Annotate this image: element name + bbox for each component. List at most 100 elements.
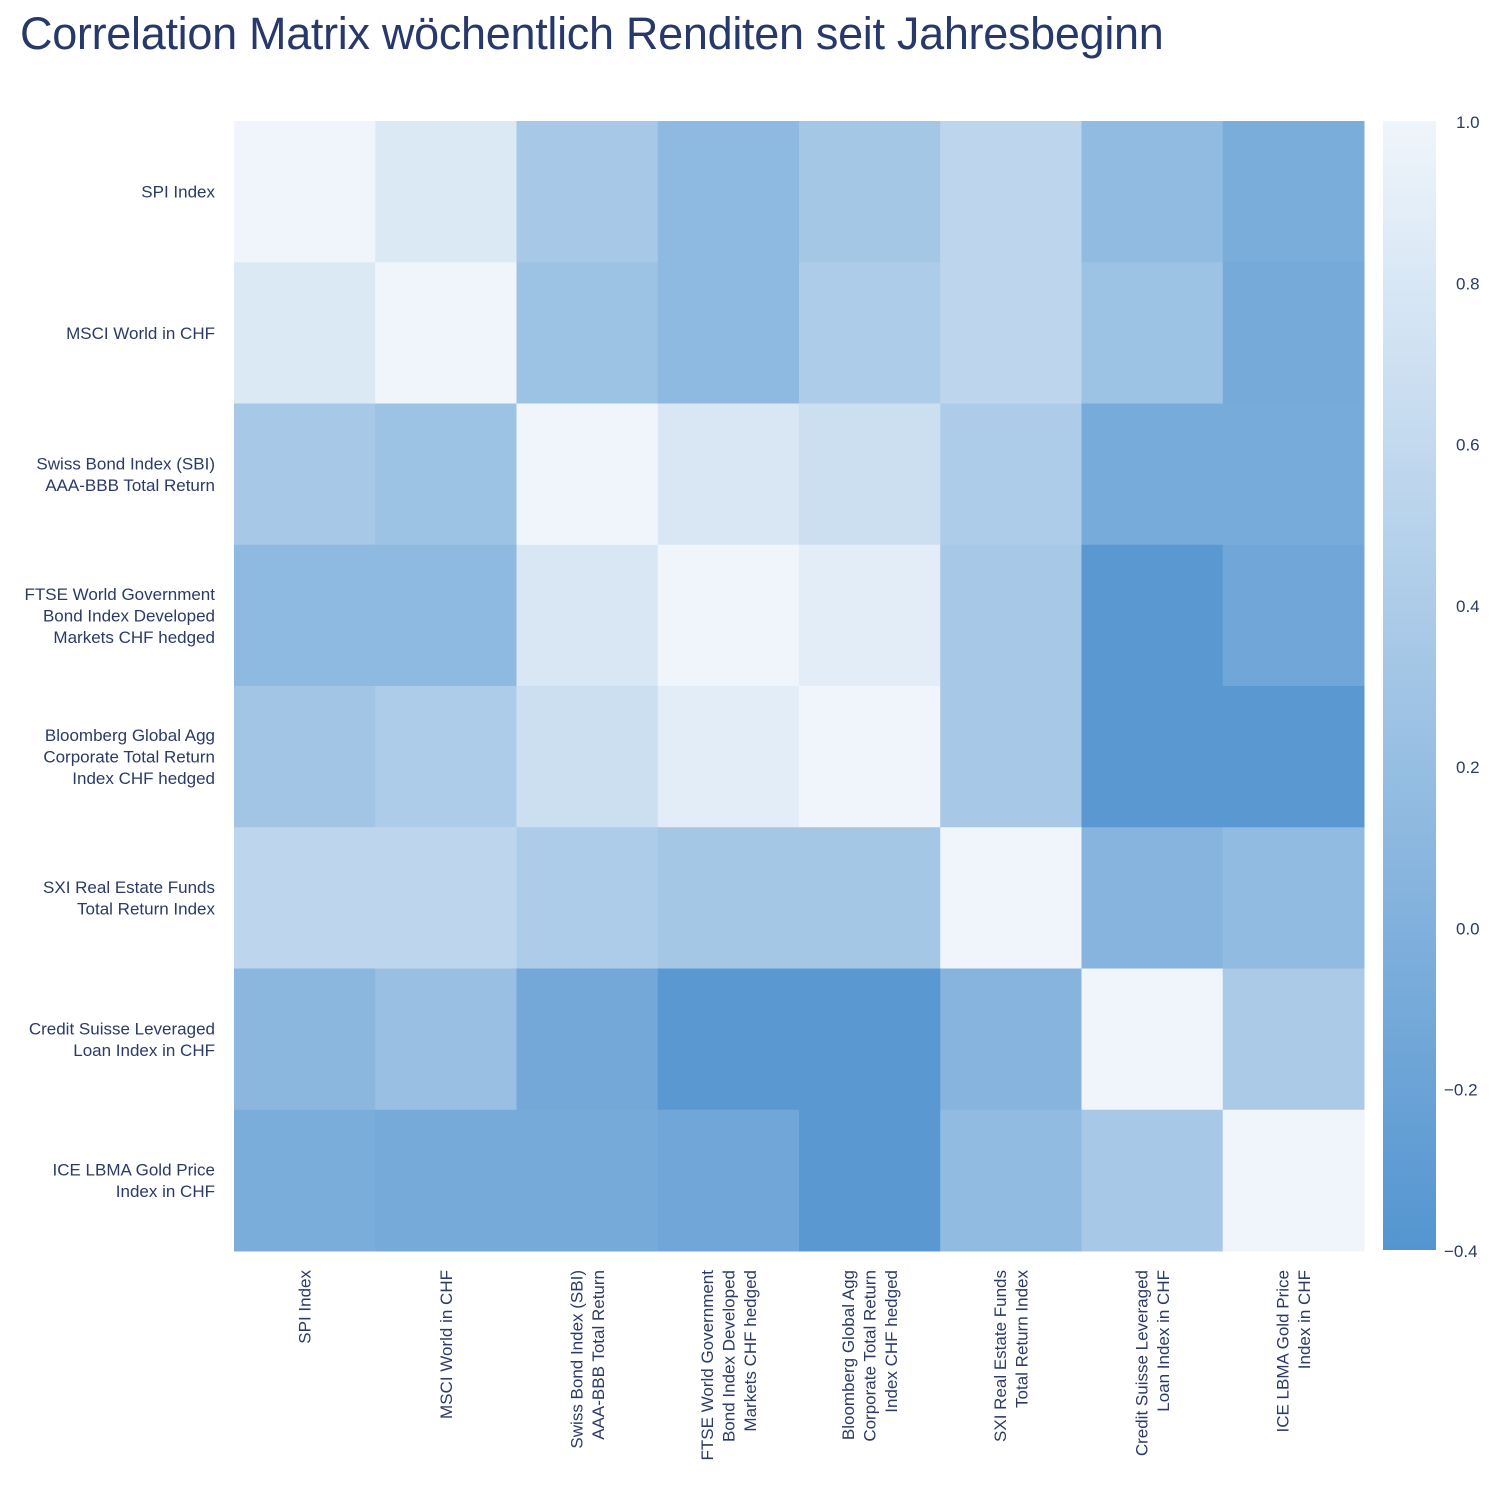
heatmap-cell xyxy=(657,403,800,546)
y-tick-label: Index in CHF xyxy=(116,1182,215,1201)
heatmap-cell xyxy=(657,827,800,969)
heatmap-cell xyxy=(375,686,517,828)
y-tick-label: Swiss Bond Index (SBI) xyxy=(36,454,215,473)
x-tick-label: ICE LBMA Gold Price xyxy=(1274,1270,1293,1433)
heatmap-cell xyxy=(799,121,941,263)
heatmap-cell xyxy=(657,262,800,404)
colorbar-tick-label: 1.0 xyxy=(1456,113,1480,132)
heatmap-cell xyxy=(234,262,376,404)
colorbar-tick-label: 0.6 xyxy=(1456,436,1480,455)
heatmap-cell xyxy=(234,1109,376,1252)
heatmap-cell xyxy=(1081,968,1224,1111)
heatmap-cell xyxy=(234,544,376,687)
heatmap-cell xyxy=(1081,403,1224,546)
heatmap-cell xyxy=(375,544,517,687)
y-tick-label: FTSE World Government xyxy=(24,585,215,604)
x-tick-label: Swiss Bond Index (SBI) xyxy=(567,1270,586,1449)
x-tick-label: Total Return Index xyxy=(1013,1270,1032,1408)
x-tick-label: FTSE World Government xyxy=(698,1270,717,1461)
x-tick-label: Bond Index Developed xyxy=(719,1270,738,1442)
y-tick-label: MSCI World in CHF xyxy=(66,324,215,343)
heatmap-cell xyxy=(516,686,659,828)
heatmap-cell xyxy=(1222,827,1365,969)
y-tick-label: Index CHF hedged xyxy=(72,769,215,788)
y-tick-label: AAA-BBB Total Return xyxy=(45,476,215,495)
x-tick-label: Index CHF hedged xyxy=(882,1270,901,1413)
heatmap-cell xyxy=(940,403,1082,546)
y-tick-label: SXI Real Estate Funds xyxy=(43,878,215,897)
y-tick-label: Bloomberg Global Agg xyxy=(45,726,215,745)
heatmap-cell xyxy=(375,121,517,263)
heatmap-cell xyxy=(516,544,659,687)
heatmap-cell xyxy=(375,968,517,1111)
heatmap-cell xyxy=(940,686,1082,828)
x-tick-label: Corporate Total Return xyxy=(861,1270,880,1442)
heatmap-cell xyxy=(799,968,941,1111)
heatmap-cell xyxy=(1222,544,1365,687)
x-tick-label: SPI Index xyxy=(296,1270,315,1344)
y-tick-label: Markets CHF hedged xyxy=(53,628,215,647)
heatmap-cell xyxy=(799,262,941,404)
x-tick-label: Loan Index in CHF xyxy=(1154,1270,1173,1412)
colorbar-tick-label: −0.4 xyxy=(1444,1242,1478,1261)
heatmap-cell xyxy=(1222,262,1365,404)
heatmap-cell xyxy=(657,121,800,263)
heatmap-cell xyxy=(1081,544,1224,687)
x-tick-label: Credit Suisse Leveraged xyxy=(1132,1270,1151,1456)
y-tick-label: Bond Index Developed xyxy=(43,606,215,625)
x-tick-label: SXI Real Estate Funds xyxy=(991,1270,1010,1442)
heatmap-cell xyxy=(657,968,800,1111)
heatmap-cell xyxy=(1222,968,1365,1111)
y-tick-label: Corporate Total Return xyxy=(43,748,215,767)
heatmap-cell xyxy=(516,403,659,546)
heatmap-cell xyxy=(799,1109,941,1252)
heatmap-cell xyxy=(799,827,941,969)
x-tick-label: Bloomberg Global Agg xyxy=(839,1270,858,1440)
heatmap-cell xyxy=(1081,686,1224,828)
colorbar-tick-label: 0.4 xyxy=(1456,597,1480,616)
x-tick-label: AAA-BBB Total Return xyxy=(589,1270,608,1440)
heatmap-cell xyxy=(516,968,659,1111)
heatmap-cell xyxy=(1081,1109,1224,1252)
colorbar xyxy=(1383,121,1436,1250)
y-tick-label: SPI Index xyxy=(141,183,215,202)
colorbar-tick-label: 0.2 xyxy=(1456,758,1480,777)
heatmap-cell xyxy=(375,1109,517,1252)
y-tick-label: ICE LBMA Gold Price xyxy=(52,1161,215,1180)
heatmap-cell xyxy=(940,968,1082,1111)
x-tick-label: MSCI World in CHF xyxy=(437,1270,456,1419)
heatmap-cell xyxy=(1222,121,1365,263)
heatmap-cell xyxy=(1222,1109,1365,1252)
heatmap-cell xyxy=(234,968,376,1111)
x-tick-label: Index in CHF xyxy=(1295,1270,1314,1369)
heatmap-cell xyxy=(234,686,376,828)
heatmap-cell xyxy=(657,686,800,828)
x-tick-label: Markets CHF hedged xyxy=(741,1270,760,1432)
heatmap-cell xyxy=(940,262,1082,404)
heatmap-cell xyxy=(940,827,1082,969)
heatmap-cell xyxy=(375,262,517,404)
colorbar-tick-label: 0.0 xyxy=(1456,919,1480,938)
heatmap-cell xyxy=(516,1109,659,1252)
heatmap-cell xyxy=(516,827,659,969)
heatmap-cell xyxy=(516,121,659,263)
colorbar-tick-label: −0.2 xyxy=(1444,1081,1478,1100)
heatmap-cell xyxy=(516,262,659,404)
heatmap-cell xyxy=(799,686,941,828)
heatmap-cell xyxy=(1222,686,1365,828)
heatmap-cell xyxy=(234,403,376,546)
heatmap-cell xyxy=(375,827,517,969)
heatmap-cell xyxy=(234,121,376,263)
heatmap-cell xyxy=(940,121,1082,263)
y-tick-label: Loan Index in CHF xyxy=(73,1041,215,1060)
heatmap-cell xyxy=(234,827,376,969)
heatmap-cell xyxy=(940,544,1082,687)
heatmap-cell xyxy=(940,1109,1082,1252)
y-tick-label: Total Return Index xyxy=(77,900,215,919)
heatmap-cell xyxy=(1222,403,1365,546)
colorbar-tick-label: 0.8 xyxy=(1456,274,1480,293)
heatmap-cell xyxy=(657,1109,800,1252)
chart-title: Correlation Matrix wöchentlich Renditen … xyxy=(20,8,1164,59)
y-tick-label: Credit Suisse Leveraged xyxy=(29,1019,215,1038)
